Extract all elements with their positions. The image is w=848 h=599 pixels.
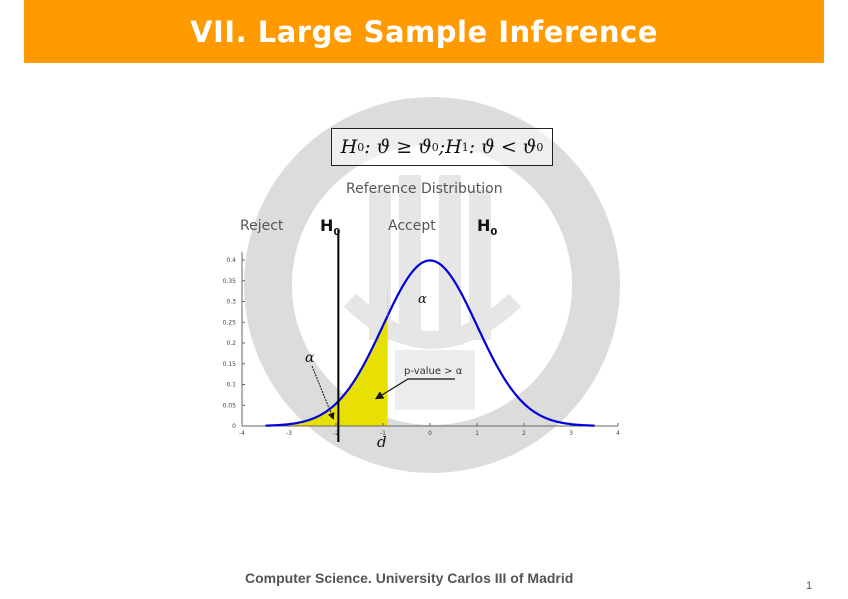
footer-text: Computer Science. University Carlos III …	[245, 570, 574, 586]
x-tick-label: -4	[239, 430, 245, 437]
x-tick-label: 4	[616, 430, 620, 437]
x-tick-label: 2	[522, 430, 526, 437]
x-tick-label: -2	[333, 430, 339, 437]
x-tick-label: 3	[569, 430, 573, 437]
alpha-arrow	[311, 365, 335, 420]
y-tick-label: 0.15	[223, 361, 237, 368]
h0-label-left: H0	[320, 216, 340, 238]
h0-text: H	[320, 216, 334, 235]
h0-relation: : ϑ ≥ ϑ	[364, 136, 432, 158]
y-tick-label: 0.1	[226, 382, 236, 389]
x-tick-label: -3	[286, 430, 292, 437]
h0-symbol: H	[340, 136, 358, 158]
y-tick-label: 0.25	[223, 319, 237, 326]
h1-symbol: H	[445, 136, 462, 158]
h0-sub: 0	[333, 227, 341, 239]
y-tick-label: 0.05	[223, 402, 237, 409]
y-tick-label: 0.2	[226, 340, 236, 347]
x-tick-label: -1	[380, 430, 386, 437]
pvalue-label: p-value > α	[404, 366, 463, 377]
pvalue-arrow	[374, 378, 409, 400]
chart-annotations: α α p-value > α d	[305, 292, 463, 451]
chart-axes: -4 -3 -2 -1 0 1 2 3 4 0 0.05 0.1 0.15 0.2 0.25 0.3 0.35 0…	[223, 251, 620, 437]
separator: ;	[438, 136, 446, 158]
h1-relation: : ϑ < ϑ	[468, 136, 537, 158]
h0-sub: 0	[490, 227, 498, 239]
h1-subscript: 1	[461, 140, 469, 154]
reject-label: Reject	[240, 218, 284, 234]
theta0-subscript: 0	[431, 140, 439, 154]
alpha-center-label: α	[418, 292, 427, 307]
slide-title: VII. Large Sample Inference	[190, 14, 658, 49]
y-tick-label: 0.3	[226, 299, 236, 306]
y-tick-label: 0	[232, 423, 236, 430]
x-tick-label: 1	[475, 430, 479, 437]
observed-d-label: d	[377, 433, 387, 451]
title-bar: VII. Large Sample Inference	[24, 0, 824, 63]
theta0-subscript-2: 0	[536, 140, 544, 154]
shaded-pvalue-region	[270, 315, 388, 426]
y-tick-label: 0.35	[223, 278, 237, 285]
x-tick-label: 0	[428, 430, 432, 437]
accept-label: Accept	[388, 218, 436, 234]
y-tick-label: 0.4	[226, 257, 236, 264]
page-number: 1	[806, 580, 813, 592]
h0-subscript: 0	[357, 140, 365, 154]
density-curve	[265, 259, 595, 427]
chart-subtitle: Reference Distribution	[346, 181, 503, 197]
h0-text: H	[477, 216, 491, 235]
h0-label-right: H0	[477, 216, 497, 238]
alpha-tail-label: α	[305, 350, 315, 366]
